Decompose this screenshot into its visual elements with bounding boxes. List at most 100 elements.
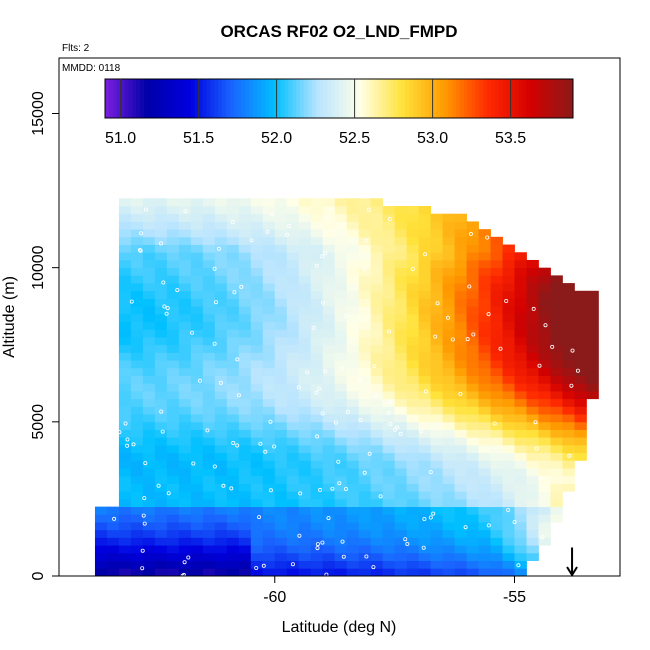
heatmap-cell <box>274 429 288 438</box>
heatmap-cell <box>394 275 408 284</box>
heatmap-cell <box>514 267 527 276</box>
sample-point <box>421 545 426 550</box>
heatmap-cell <box>550 429 563 438</box>
heatmap-cell <box>334 498 348 508</box>
heatmap-cell <box>94 560 108 569</box>
heatmap-cell <box>418 344 432 353</box>
heatmap-cell <box>202 306 216 315</box>
heatmap-cell <box>322 552 336 561</box>
heatmap-cell <box>358 306 372 315</box>
sample-point <box>358 417 363 422</box>
heatmap-cell <box>394 522 408 531</box>
heatmap-cell <box>142 514 156 523</box>
heatmap-cell <box>466 329 479 338</box>
heatmap-cell <box>286 290 300 299</box>
heatmap-cell <box>166 560 180 569</box>
heatmap-cell <box>226 552 240 561</box>
heatmap-cell <box>166 313 180 323</box>
heatmap-cell <box>322 252 336 261</box>
colorbar-swatch <box>417 79 422 118</box>
heatmap-cell <box>454 560 467 569</box>
sample-point <box>387 400 392 405</box>
heatmap-cell <box>286 337 300 346</box>
heatmap-cell <box>550 337 563 346</box>
colorbar-tick-label: 51.0 <box>105 130 136 147</box>
heatmap-cell <box>334 560 348 569</box>
heatmap-cell <box>442 321 455 330</box>
heatmap-cell <box>166 444 180 454</box>
heatmap-cell <box>478 545 491 554</box>
heatmap-cell <box>538 275 551 284</box>
heatmap-cell <box>178 298 192 307</box>
heatmap-cell <box>478 468 491 477</box>
heatmap-cell <box>514 560 527 569</box>
heatmap-cell <box>322 398 336 407</box>
sample-point <box>239 284 244 289</box>
heatmap-cell <box>250 522 264 531</box>
heatmap-cell <box>406 321 420 330</box>
colorbar-swatch <box>128 79 133 118</box>
heatmap-cell <box>514 306 527 315</box>
sample-point <box>305 370 310 375</box>
heatmap-cell <box>334 252 348 261</box>
sample-point <box>175 288 180 293</box>
heatmap-cell <box>214 529 228 538</box>
heatmap-cell <box>394 468 408 477</box>
heatmap-cell <box>442 522 455 531</box>
heatmap-cell <box>250 452 264 461</box>
colorbar-swatch <box>241 79 246 118</box>
heatmap-cell <box>358 267 372 276</box>
sample-point <box>492 421 497 426</box>
heatmap-cell <box>382 506 396 515</box>
heatmap-cell <box>154 244 168 253</box>
heatmap-cell <box>418 398 432 407</box>
heatmap-cell <box>370 244 384 253</box>
heatmap-cell <box>118 259 132 269</box>
heatmap-cell <box>190 391 204 400</box>
colorbar-swatch <box>233 79 239 118</box>
heatmap-cell <box>250 537 264 546</box>
sample-point <box>181 572 186 577</box>
heatmap-cell <box>322 367 336 376</box>
heatmap-cell <box>190 398 204 407</box>
heatmap-cell <box>574 290 587 299</box>
heatmap-cell <box>142 313 156 323</box>
heatmap-cell <box>382 337 396 346</box>
heatmap-cell <box>130 398 144 407</box>
heatmap-cell <box>322 221 336 230</box>
heatmap-cell <box>562 321 575 330</box>
heatmap-cell <box>382 321 396 330</box>
heatmap-cell <box>238 522 252 531</box>
heatmap-cell <box>550 275 563 284</box>
heatmap-cell <box>502 552 515 561</box>
heatmap-cell <box>286 198 300 207</box>
colorbar-swatch <box>339 79 344 118</box>
heatmap-cell <box>526 468 539 477</box>
heatmap-cell <box>154 275 168 284</box>
heatmap-cell <box>550 444 563 454</box>
sample-point <box>314 263 319 268</box>
heatmap-cell <box>586 352 599 361</box>
heatmap-cell <box>250 252 264 261</box>
heatmap-cell <box>346 391 360 400</box>
heatmap-cell <box>250 491 264 500</box>
heatmap-cell <box>310 306 324 315</box>
heatmap-cell <box>214 383 228 392</box>
heatmap-cell <box>478 313 491 323</box>
heatmap-cell <box>178 221 192 230</box>
heatmap-cell <box>574 375 587 384</box>
heatmap-cell <box>550 391 563 400</box>
heatmap-cell <box>370 321 384 330</box>
heatmap-cell <box>274 460 288 469</box>
heatmap-cell <box>514 337 527 346</box>
heatmap-cell <box>274 259 288 269</box>
heatmap-cell <box>346 306 360 315</box>
colorbar-swatch <box>510 79 515 118</box>
heatmap-cell <box>202 198 216 207</box>
heatmap-cell <box>346 568 360 577</box>
heatmap-cell <box>178 344 192 353</box>
sample-point <box>212 464 217 469</box>
heatmap-cell <box>562 414 575 423</box>
heatmap-cell <box>346 452 360 461</box>
heatmap-cell <box>466 259 479 269</box>
